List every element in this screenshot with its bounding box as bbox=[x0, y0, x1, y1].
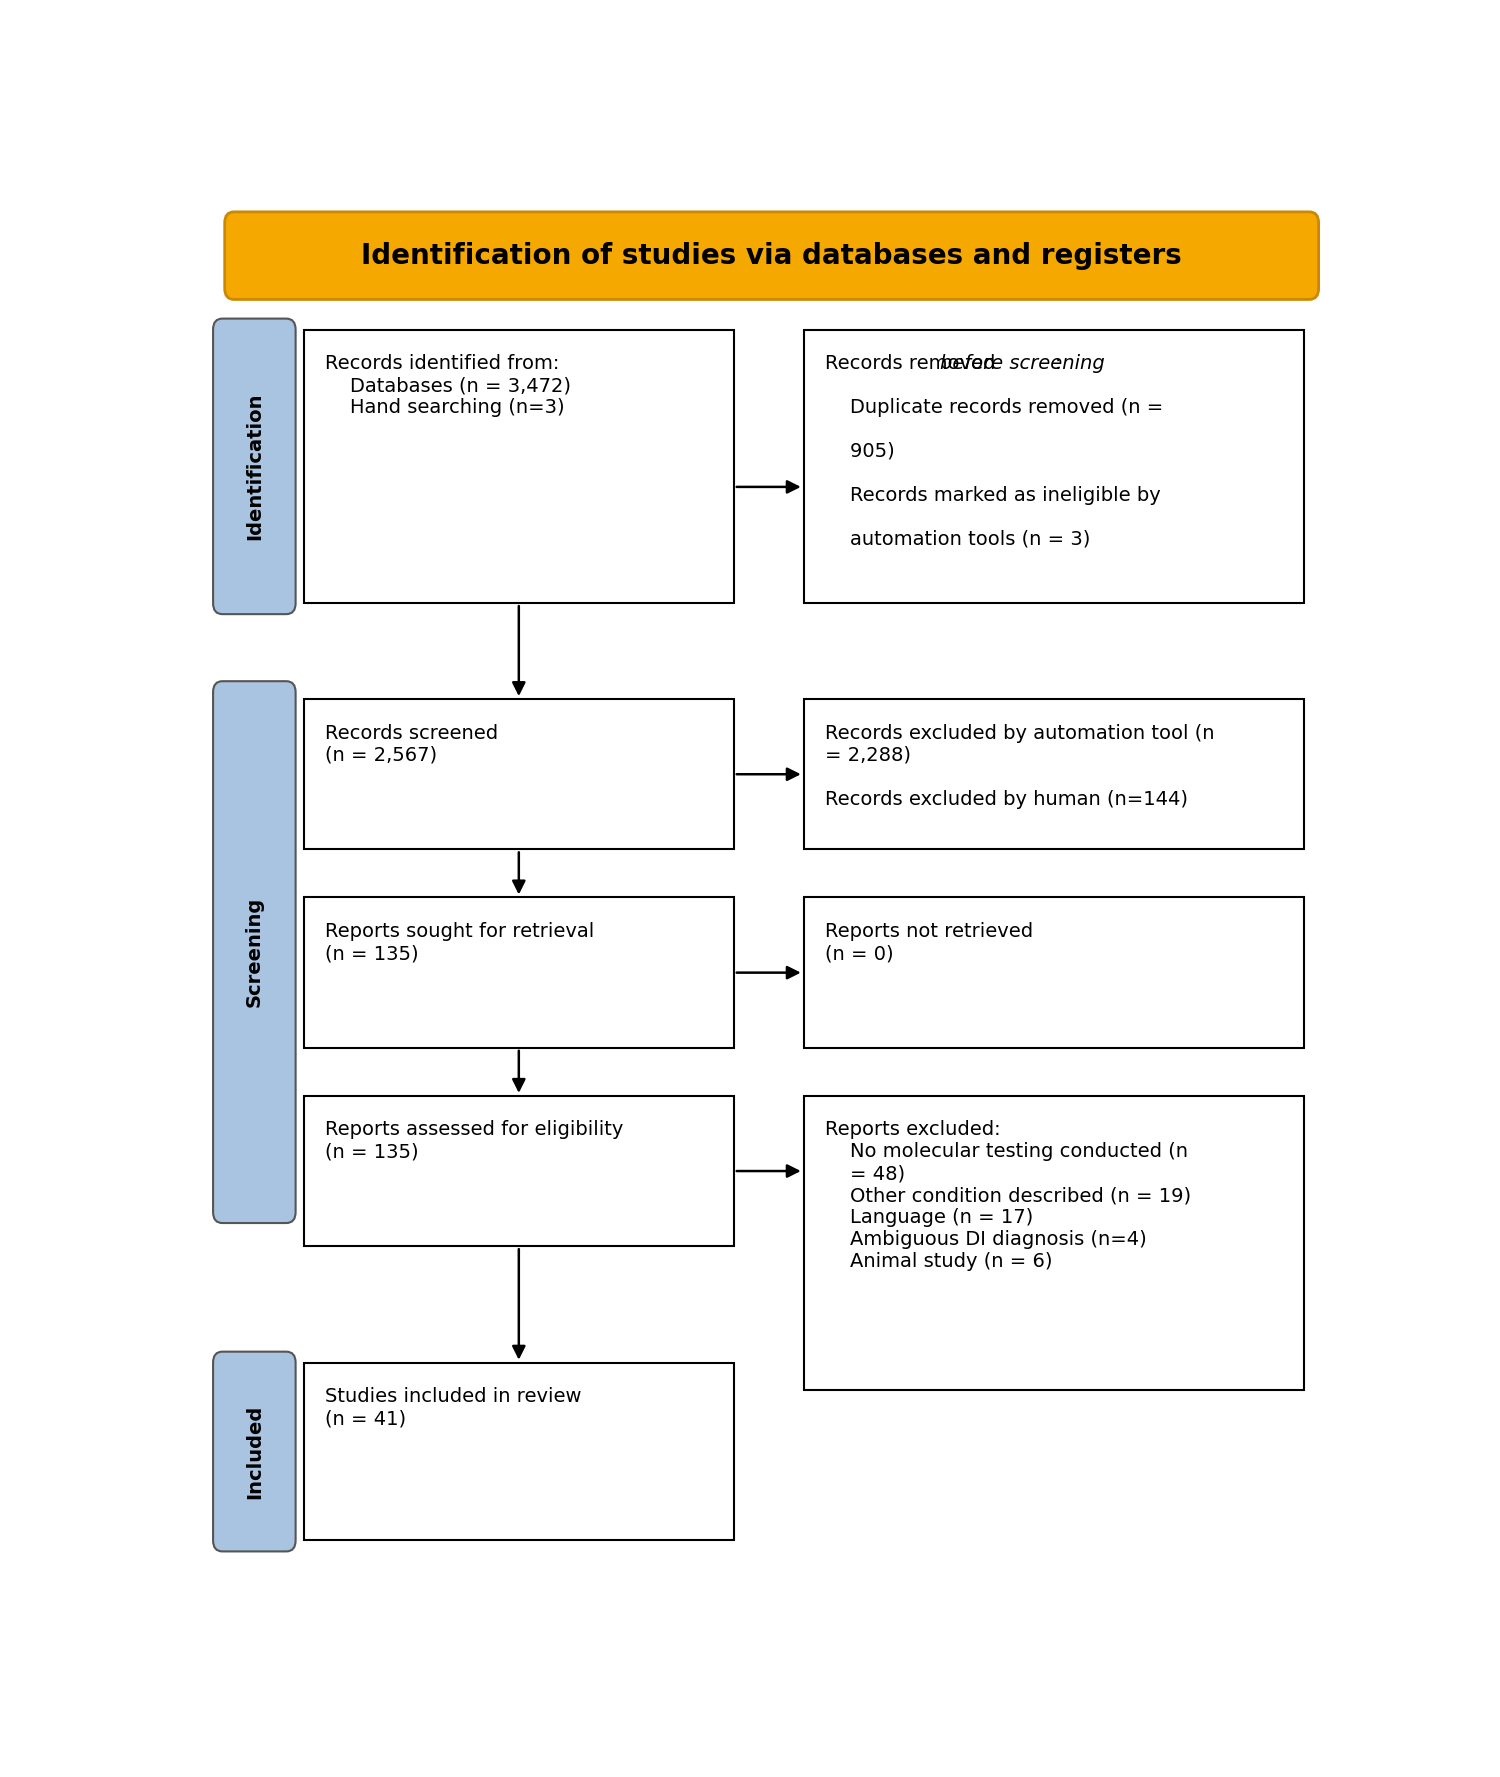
FancyBboxPatch shape bbox=[225, 211, 1318, 300]
FancyBboxPatch shape bbox=[303, 1096, 734, 1246]
FancyBboxPatch shape bbox=[804, 897, 1304, 1048]
Text: :: : bbox=[1054, 354, 1062, 373]
Text: Reports not retrieved
(n = 0): Reports not retrieved (n = 0) bbox=[825, 922, 1032, 963]
FancyBboxPatch shape bbox=[303, 329, 734, 602]
Text: before screening: before screening bbox=[940, 354, 1104, 373]
Text: Reports excluded:
    No molecular testing conducted (n
    = 48)
    Other cond: Reports excluded: No molecular testing c… bbox=[825, 1121, 1191, 1271]
Text: Records identified from:
    Databases (n = 3,472)
    Hand searching (n=3): Records identified from: Databases (n = … bbox=[324, 354, 570, 418]
Text: Identification of studies via databases and registers: Identification of studies via databases … bbox=[362, 242, 1182, 270]
FancyBboxPatch shape bbox=[303, 897, 734, 1048]
Text: Reports sought for retrieval
(n = 135): Reports sought for retrieval (n = 135) bbox=[324, 922, 594, 963]
Text: Screening: Screening bbox=[244, 897, 264, 1008]
Text: 905): 905) bbox=[825, 442, 894, 460]
FancyBboxPatch shape bbox=[213, 318, 296, 615]
FancyBboxPatch shape bbox=[303, 698, 734, 849]
Text: Included: Included bbox=[244, 1404, 264, 1498]
Text: Studies included in review
(n = 41): Studies included in review (n = 41) bbox=[324, 1388, 580, 1429]
FancyBboxPatch shape bbox=[303, 1363, 734, 1541]
Text: Records removed: Records removed bbox=[825, 354, 1001, 373]
Text: Records screened
(n = 2,567): Records screened (n = 2,567) bbox=[324, 723, 498, 764]
Text: Identification: Identification bbox=[244, 393, 264, 540]
Text: Reports assessed for eligibility
(n = 135): Reports assessed for eligibility (n = 13… bbox=[324, 1121, 622, 1162]
FancyBboxPatch shape bbox=[213, 681, 296, 1223]
Text: Records marked as ineligible by: Records marked as ineligible by bbox=[825, 485, 1161, 505]
FancyBboxPatch shape bbox=[213, 1352, 296, 1551]
FancyBboxPatch shape bbox=[804, 329, 1304, 602]
FancyBboxPatch shape bbox=[804, 1096, 1304, 1390]
Text: Duplicate records removed (n =: Duplicate records removed (n = bbox=[825, 398, 1162, 418]
Text: Records excluded by automation tool (n
= 2,288)

Records excluded by human (n=14: Records excluded by automation tool (n =… bbox=[825, 723, 1214, 809]
Text: automation tools (n = 3): automation tools (n = 3) bbox=[825, 530, 1090, 549]
FancyBboxPatch shape bbox=[804, 698, 1304, 849]
